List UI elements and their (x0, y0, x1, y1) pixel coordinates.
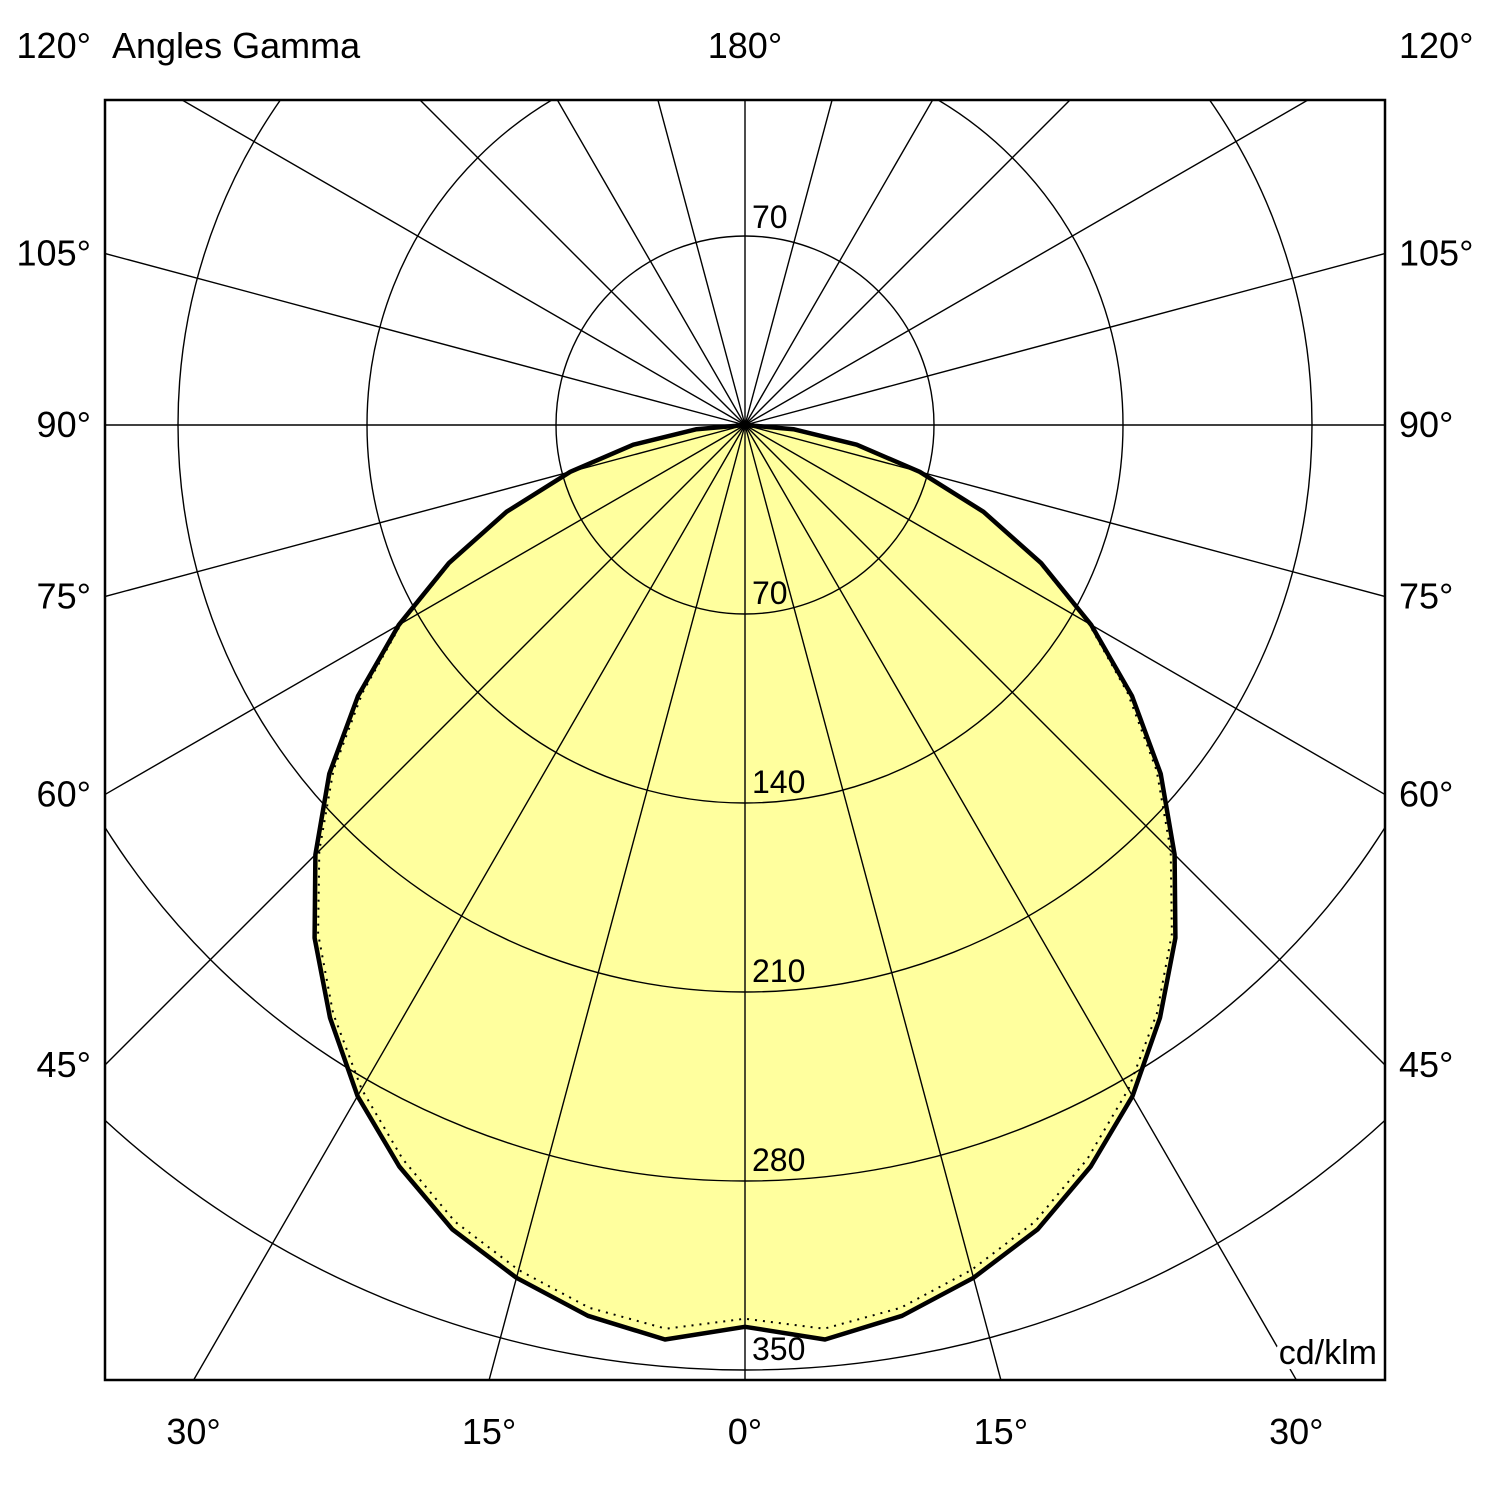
ring-label-210: 210 (752, 953, 805, 989)
angle-label-right-75: 75° (1399, 575, 1453, 616)
ring-label-70: 70 (752, 575, 788, 611)
angle-label-bottom--15: 15° (462, 1411, 516, 1452)
dotted-curve (317, 423, 1173, 1330)
angle-label-right-60: 60° (1399, 774, 1453, 815)
curve-layer (312, 422, 1178, 1342)
ring-label-350: 350 (752, 1331, 805, 1367)
gamma-line-225 (419, 100, 746, 426)
gamma-line-300 (105, 424, 746, 796)
ring-label-280: 280 (752, 1142, 805, 1178)
angle-label-right-45: 45° (1399, 1044, 1453, 1085)
angle-label-right-105: 105° (1399, 233, 1473, 274)
label-layer: 70 140 210 280 350 70 105° 105° 90° 90° 75° 75° 60° 6… (17, 25, 1474, 1452)
gamma-line-30 (744, 424, 1298, 1380)
gamma-line-345 (488, 424, 746, 1380)
angle-label-corner-left: 120° (17, 25, 91, 66)
gamma-line-285 (105, 424, 746, 598)
gamma-line-75 (744, 424, 1385, 598)
gamma-line-15 (744, 424, 1002, 1380)
plot-border (103, 98, 1387, 1382)
gamma-line-135 (744, 100, 1071, 426)
gamma-line-150 (744, 100, 934, 426)
unit-label: cd/klm (1279, 1334, 1377, 1372)
angle-label-left-105: 105° (17, 233, 91, 274)
gamma-line-330 (192, 424, 746, 1380)
angle-label-bottom-30: 30° (1269, 1411, 1323, 1452)
ring-label-top: 70 (752, 199, 788, 235)
angle-label-bottom--30: 30° (166, 1411, 220, 1452)
angle-label-left-45: 45° (37, 1044, 91, 1085)
gamma-line-45 (744, 424, 1385, 1066)
gamma-line-240 (180, 100, 746, 426)
angle-label-corner-right: 120° (1399, 25, 1473, 66)
gamma-line-255 (105, 252, 746, 426)
angle-label-left-60: 60° (37, 774, 91, 815)
gamma-line-315 (105, 424, 746, 1066)
angle-label-bottom-0: 0° (728, 1411, 762, 1452)
gamma-line-210 (556, 100, 746, 426)
gamma-line-165 (744, 100, 833, 426)
solid-curve (312, 422, 1178, 1342)
gamma-line-195 (657, 100, 746, 426)
gamma-line-105 (744, 252, 1385, 426)
angle-label-left-75: 75° (37, 575, 91, 616)
chart-title: Angles Gamma (112, 25, 361, 66)
angle-label-right-90: 90° (1399, 404, 1453, 445)
ring-label-140: 140 (752, 764, 805, 800)
angle-label-top-180: 180° (708, 25, 782, 66)
gamma-line-60 (744, 424, 1385, 796)
angle-label-bottom-15: 15° (974, 1411, 1028, 1452)
angle-label-left-90: 90° (37, 404, 91, 445)
gamma-line-120 (744, 100, 1310, 426)
